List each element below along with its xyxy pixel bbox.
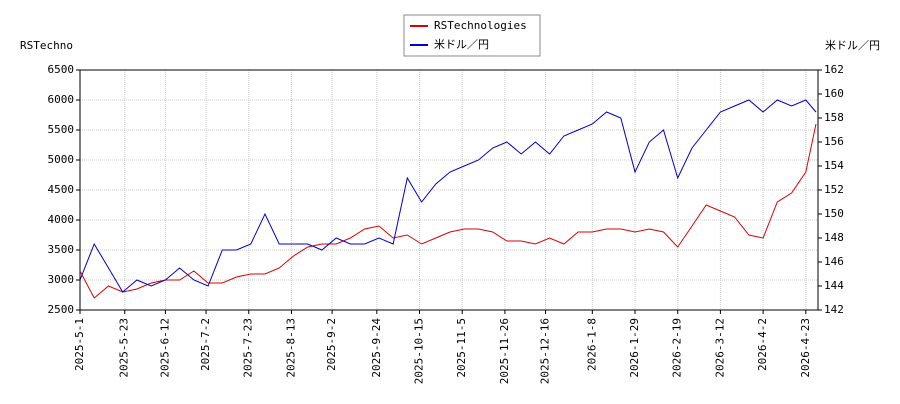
- y2-tick-label: 146: [824, 255, 844, 268]
- x-tick-label: 2025-11-26: [498, 318, 511, 384]
- series-line: [79, 99, 817, 293]
- y2-tick-label: 148: [824, 231, 844, 244]
- y-axis-label: RSTechno: [20, 39, 73, 52]
- y2-tick-label: 160: [824, 87, 844, 100]
- y2-tick-label: 156: [824, 135, 844, 148]
- y2-tick-label: 142: [824, 303, 844, 316]
- plot-border: [79, 69, 819, 311]
- x-tick-label: 2025-5-23: [118, 318, 131, 378]
- x-tick-label: 2025-9-24: [370, 318, 383, 378]
- y2-tick-label: 154: [824, 159, 844, 172]
- y-tick-label: 3500: [48, 243, 75, 256]
- x-tick-label: 2025-10-15: [413, 318, 426, 384]
- y2-tick-label: 144: [824, 279, 844, 292]
- x-tick-label: 2026-3-12: [713, 318, 726, 378]
- x-tick-label: 2026-4-2: [756, 318, 769, 371]
- x-tick-label: 2025-11-5: [455, 318, 468, 378]
- y-tick-label: 6000: [48, 93, 75, 106]
- y-tick-label: 6500: [48, 63, 75, 76]
- y-tick-label: 2500: [48, 303, 75, 316]
- x-tick-label: 2026-1-29: [628, 318, 641, 378]
- x-tick-label: 2025-12-16: [539, 318, 552, 384]
- legend-label: 米ドル／円: [434, 38, 489, 51]
- y-tick-label: 3000: [48, 273, 75, 286]
- x-tick-label: 2026-1-8: [585, 318, 598, 371]
- x-tick-label: 2026-4-23: [799, 318, 812, 378]
- y-tick-label: 5500: [48, 123, 75, 136]
- y2-tick-label: 152: [824, 183, 844, 196]
- x-tick-label: 2025-8-13: [284, 318, 297, 378]
- x-tick-label: 2026-2-19: [671, 318, 684, 378]
- y2-tick-label: 158: [824, 111, 844, 124]
- x-tick-label: 2025-5-1: [73, 318, 86, 371]
- x-tick-label: 2025-7-23: [242, 318, 255, 378]
- legend-label: RSTechnologies: [434, 19, 527, 32]
- x-tick-label: 2025-9-2: [325, 318, 338, 371]
- y-tick-label: 4000: [48, 213, 75, 226]
- x-tick-label: 2025-7-2: [199, 318, 212, 371]
- x-tick-label: 2025-6-12: [158, 318, 171, 378]
- series-line: [79, 123, 817, 299]
- y2-tick-label: 162: [824, 63, 844, 76]
- legend-box: [403, 14, 541, 57]
- y-tick-label: 5000: [48, 153, 75, 166]
- y-tick-label: 4500: [48, 183, 75, 196]
- y2-tick-label: 150: [824, 207, 844, 220]
- y2-axis-label: 米ドル／円: [825, 39, 880, 52]
